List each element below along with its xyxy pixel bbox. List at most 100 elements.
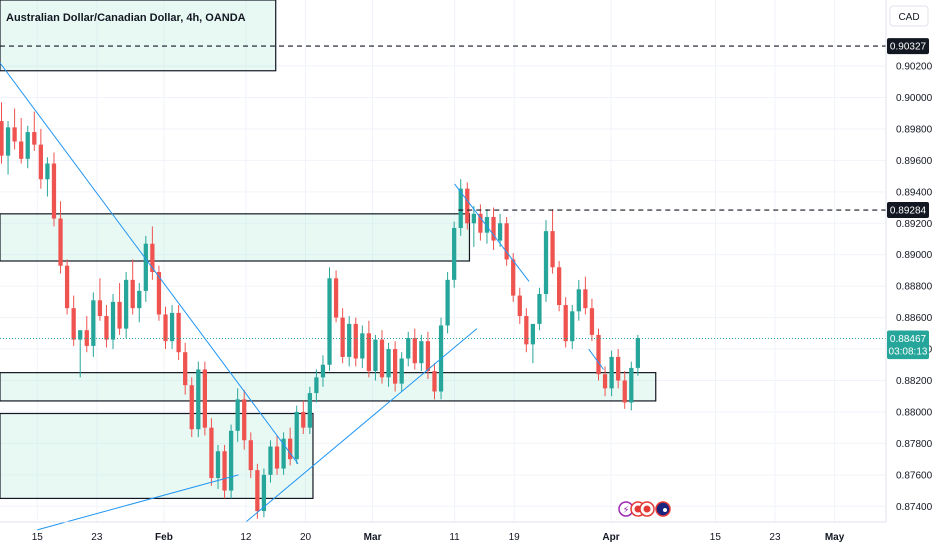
price-tags: 0.90327 0.89284 0.88467 03:08:13 [887, 38, 929, 360]
x-axis-ticks[interactable]: 15 23 Feb 12 20 Mar 11 19 Apr 15 23 May [32, 532, 845, 543]
candle-body [419, 341, 424, 364]
y-tick-label: 0.89000 [896, 250, 932, 261]
y-tick-label: 0.89200 [896, 219, 932, 230]
x-tick-label[interactable]: 19 [509, 532, 521, 543]
candle-body [64, 265, 70, 309]
lightning-glyph: ⚡ [622, 505, 629, 516]
candle-body [255, 470, 260, 511]
x-tick-label[interactable]: Mar [364, 532, 382, 543]
candle-body [327, 278, 332, 365]
price-scale[interactable] [886, 0, 932, 550]
candle-body [504, 223, 509, 260]
zone-box[interactable] [0, 372, 657, 402]
candle-body [484, 216, 490, 233]
x-tick-label[interactable]: Feb [155, 532, 173, 543]
currency-button[interactable] [889, 5, 929, 27]
candle-body [183, 352, 188, 386]
candle-body [530, 323, 536, 345]
candle-body [156, 272, 162, 315]
price-tag [887, 202, 929, 219]
candle-body [110, 301, 116, 340]
x-tick-label[interactable]: 11 [449, 532, 460, 543]
x-tick-label[interactable]: 15 [32, 532, 44, 543]
candle-body [12, 127, 17, 142]
candle-body [399, 358, 404, 384]
candle-body [215, 451, 221, 478]
zone-box[interactable] [0, 412, 314, 500]
candle-body [458, 188, 463, 228]
candle-body [288, 438, 293, 460]
candle-body [379, 339, 385, 378]
candle-body [202, 369, 207, 428]
australia-flag-icon[interactable] [655, 501, 671, 517]
x-tick-label[interactable]: 23 [769, 532, 781, 543]
trendline[interactable] [454, 183, 530, 282]
flag-icon-2-dot [643, 505, 651, 513]
candle-body [557, 267, 562, 306]
candle-body [511, 259, 516, 296]
candle-body [19, 141, 24, 159]
candle-body [32, 132, 37, 145]
trendlines[interactable] [0, 62, 604, 531]
candle-body [373, 339, 378, 372]
candle-body [58, 218, 63, 266]
x-tick-label[interactable]: 15 [710, 532, 722, 543]
candle-body [294, 411, 299, 460]
price-tag-text: 03:08:13 [889, 347, 928, 358]
candle-body [347, 323, 352, 357]
price-tag [887, 330, 929, 347]
zone-box[interactable] [0, 213, 471, 262]
candle-body [189, 385, 194, 430]
candle-body [629, 367, 634, 403]
x-tick-label[interactable]: 12 [240, 532, 252, 543]
candle-body [222, 451, 227, 491]
candle-body [406, 338, 411, 359]
candle-body [465, 188, 470, 224]
x-tick-label[interactable]: 20 [300, 532, 312, 543]
y-axis-ticks: 0.90200 0.90000 0.89800 0.89600 0.89400 0.892… [896, 62, 932, 513]
trendline[interactable] [245, 328, 478, 523]
candle-body [452, 227, 457, 280]
y-tick-label: 0.88600 [896, 313, 932, 324]
x-tick-label[interactable]: May [825, 532, 845, 543]
candle-body [5, 127, 11, 156]
candle-body [97, 300, 103, 317]
candle-body [45, 163, 50, 180]
x-tick-label[interactable]: 23 [91, 532, 103, 543]
y-tick-label: 0.89600 [896, 156, 932, 167]
trendline[interactable] [588, 348, 604, 370]
candle-body [412, 338, 417, 364]
candle-body [563, 305, 568, 342]
candle-body [497, 223, 503, 241]
supply-demand-zones[interactable] [0, 0, 657, 500]
candle-body [0, 121, 4, 156]
chart-title: Australian Dollar/Canadian Dollar, 4h, O… [6, 12, 246, 24]
candle-body [596, 334, 601, 375]
price-tag-text: 0.90327 [890, 42, 927, 53]
candle-body [117, 301, 122, 329]
candle-body [340, 317, 345, 357]
candle-body [91, 300, 96, 346]
candle-body [366, 333, 372, 372]
candle-body [163, 314, 168, 342]
candle-body [228, 430, 234, 491]
event-badges[interactable]: ⚡ [618, 501, 671, 517]
candle-body [71, 308, 76, 340]
candle-body [274, 446, 280, 469]
price-tag [887, 38, 929, 55]
trendline[interactable] [0, 62, 299, 465]
candle-body [386, 349, 391, 378]
y-tick-label: 0.87400 [896, 502, 932, 513]
candle-body [104, 316, 109, 340]
trendline[interactable] [37, 474, 239, 531]
candle-body [616, 356, 621, 381]
x-tick-label[interactable]: Apr [602, 532, 619, 543]
price-tag-text: 0.88467 [890, 334, 927, 345]
zone-box[interactable] [0, 0, 277, 72]
y-tick-label: 0.90000 [896, 93, 932, 104]
australia-flag-star [663, 508, 667, 512]
candle-body [517, 295, 522, 317]
candle-body [570, 311, 575, 342]
